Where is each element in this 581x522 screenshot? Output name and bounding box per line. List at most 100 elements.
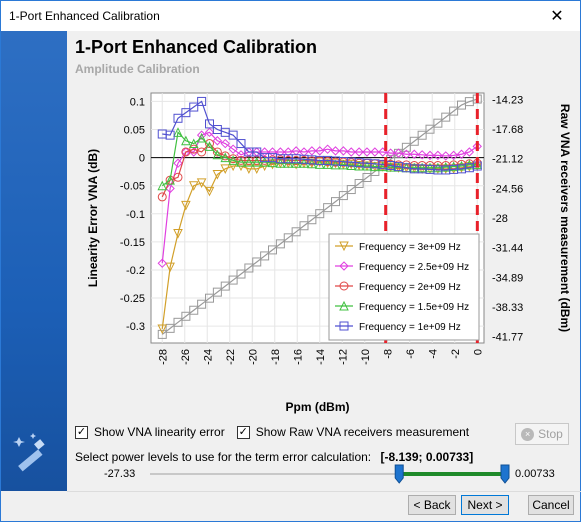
back-button[interactable]: < Back <box>408 495 456 515</box>
legend-entry: Frequency = 2.5e+09 Hz <box>359 262 469 273</box>
data-point <box>464 159 475 170</box>
x-tick-label: -22 <box>225 349 237 365</box>
data-point <box>260 251 270 261</box>
data-point <box>165 130 175 140</box>
data-point <box>464 147 475 157</box>
x-tick-label: -8 <box>382 349 394 359</box>
stop-button[interactable]: × Stop <box>515 423 569 445</box>
y-tick-label: 0.1 <box>130 96 145 108</box>
legend-entry: Frequency = 1.5e+09 Hz <box>359 302 469 313</box>
data-point <box>362 147 372 157</box>
data-point <box>307 215 317 225</box>
data-point <box>268 245 277 255</box>
close-icon[interactable]: ✕ <box>550 8 564 25</box>
y2-tick-label: -21.12 <box>492 154 523 166</box>
data-point <box>322 158 333 169</box>
data-point <box>346 159 357 170</box>
data-point <box>157 329 167 339</box>
data-point <box>267 157 278 168</box>
y-tick-label: -0.25 <box>120 293 145 305</box>
data-point <box>212 136 223 146</box>
data-point <box>181 311 191 321</box>
x-tick-label: -2 <box>450 349 462 359</box>
data-point <box>197 299 207 309</box>
data-point <box>409 136 419 146</box>
data-point <box>339 261 349 271</box>
display-options: ✓ Show VNA linearity error ✓ Show Raw VN… <box>75 425 475 439</box>
data-point <box>338 159 349 170</box>
data-point <box>196 178 207 189</box>
data-point <box>283 233 293 243</box>
data-point <box>181 200 191 211</box>
data-point <box>417 150 427 160</box>
magic-wand-icon <box>13 433 45 472</box>
data-point <box>189 144 199 154</box>
show-linearity-label: Show VNA linearity error <box>94 425 225 439</box>
data-point <box>330 146 341 156</box>
data-point <box>425 124 435 134</box>
x-axis-label: Ppm (dBm) <box>286 400 350 414</box>
next-button[interactable]: Next > <box>461 495 509 515</box>
data-point <box>157 258 167 268</box>
data-point <box>189 102 199 112</box>
data-point <box>275 239 285 249</box>
slider-low-handle[interactable] <box>394 464 404 484</box>
data-point <box>244 156 254 167</box>
page-subtitle: Amplitude Calibration <box>75 62 200 76</box>
data-point <box>409 162 420 173</box>
data-point <box>165 323 175 333</box>
y-tick-label: -0.15 <box>120 237 145 249</box>
data-point <box>339 241 349 252</box>
legend-entry: Frequency = 1e+09 Hz <box>359 322 461 333</box>
page-title: 1-Port Enhanced Calibration <box>75 37 318 57</box>
y-tick-label: -0.05 <box>120 181 145 193</box>
data-point <box>385 148 396 158</box>
y-tick-label: -0.2 <box>126 265 145 277</box>
y2-tick-label: -14.23 <box>492 94 523 106</box>
power-range-value: [-8.139; 0.00733] <box>380 450 474 464</box>
data-point <box>331 197 340 207</box>
power-range-slider[interactable] <box>144 464 511 484</box>
footer-divider <box>67 491 581 492</box>
x-tick-label: -28 <box>157 349 169 365</box>
cancel-button[interactable]: Cancel <box>528 495 574 515</box>
title-bar[interactable]: 1-Port Enhanced Calibration ✕ <box>1 1 580 31</box>
data-point <box>220 281 230 291</box>
data-point <box>307 146 317 156</box>
data-point <box>228 275 238 285</box>
data-point <box>299 221 309 231</box>
data-point <box>362 172 372 182</box>
data-point <box>228 161 238 172</box>
y2-tick-label: -38.33 <box>492 302 523 314</box>
data-point <box>244 263 254 273</box>
data-point <box>165 262 175 273</box>
data-point <box>425 162 435 173</box>
data-point <box>456 149 467 159</box>
data-point <box>472 159 483 169</box>
data-point <box>346 160 357 170</box>
data-point <box>196 130 207 140</box>
data-point <box>464 162 475 172</box>
data-point <box>205 119 214 129</box>
y2-axis-label: Raw VNA receivers measurement (dBm) <box>558 104 571 332</box>
y-tick-label: 0 <box>139 153 145 165</box>
data-point <box>212 149 223 160</box>
show-raw-checkbox[interactable]: ✓ <box>236 425 250 439</box>
series-line <box>161 131 478 264</box>
y2-tick-label: -41.77 <box>492 332 523 344</box>
data-point <box>338 146 349 156</box>
data-point <box>323 203 333 213</box>
data-point <box>339 281 349 291</box>
data-point <box>339 300 349 311</box>
data-point <box>173 317 183 327</box>
data-point <box>448 161 459 172</box>
y2-tick-label: -28 <box>492 213 508 225</box>
data-point <box>354 147 364 157</box>
slider-high-handle[interactable] <box>500 464 510 484</box>
data-point <box>197 96 207 106</box>
data-point <box>362 160 372 171</box>
show-linearity-checkbox[interactable]: ✓ <box>75 425 88 439</box>
data-point <box>204 186 215 197</box>
data-point <box>220 138 230 149</box>
data-point <box>315 146 325 156</box>
